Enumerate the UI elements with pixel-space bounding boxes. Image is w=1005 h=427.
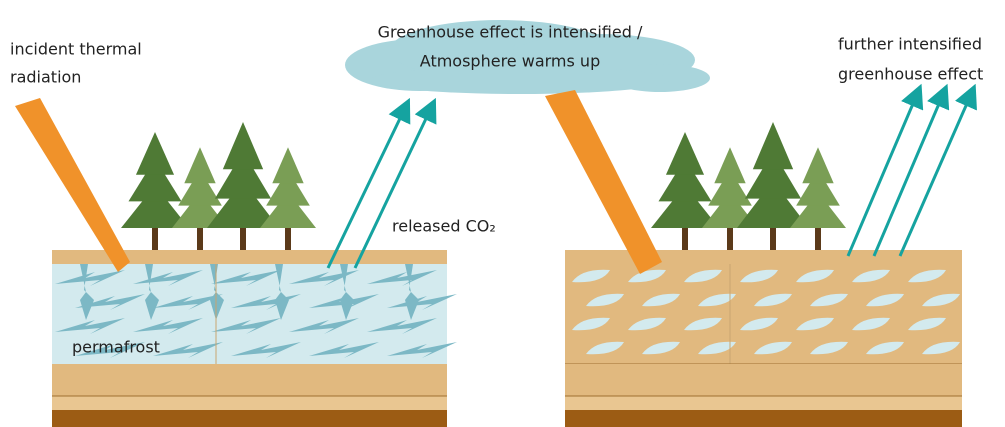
- thaw-lens: [908, 317, 946, 331]
- ice-crack: [387, 294, 457, 310]
- radiation-arrow: [15, 98, 130, 272]
- ice-crack: [211, 318, 281, 334]
- tree-crown: [272, 147, 304, 184]
- thaw-lens: [810, 341, 848, 355]
- thaw-lens: [852, 269, 890, 283]
- ice-crack: [367, 270, 437, 286]
- thaw-lens: [754, 293, 792, 307]
- thaw-lens: [852, 317, 890, 331]
- ice-crack: [80, 264, 94, 320]
- tree-crown: [135, 132, 175, 175]
- tree-crown: [796, 169, 840, 206]
- thaw-lens: [642, 293, 680, 307]
- ice-crack: [145, 264, 159, 320]
- tree-crown: [708, 169, 752, 206]
- ground-left: [52, 250, 457, 427]
- ice-crack: [133, 270, 203, 286]
- thaw-lens: [698, 293, 736, 307]
- ice-crack: [153, 342, 223, 358]
- tree-crown: [744, 151, 802, 199]
- thaw-lens: [754, 341, 792, 355]
- thaw-lens: [922, 293, 960, 307]
- ice-crack: [153, 294, 223, 310]
- tree-trunk: [152, 228, 158, 250]
- ice-crack: [231, 342, 301, 358]
- label: further intensified: [838, 35, 982, 54]
- tree-crown: [714, 147, 746, 184]
- ground-right: [565, 250, 962, 427]
- tree-crown: [207, 180, 279, 228]
- label: Atmosphere warms up: [420, 52, 600, 71]
- co2-arrows: [326, 83, 977, 269]
- tree-trunk: [197, 228, 203, 250]
- thaw-lens: [796, 269, 834, 283]
- ice-crack: [55, 270, 125, 286]
- tree-crown: [737, 180, 809, 228]
- tree-trunk: [682, 228, 688, 250]
- thaw-lens: [586, 293, 624, 307]
- label: Greenhouse effect is intensified /: [378, 23, 643, 42]
- thaw-lens: [684, 269, 722, 283]
- label: greenhouse effect: [838, 65, 983, 84]
- tree-crown: [802, 147, 834, 184]
- ice-crack: [340, 264, 354, 320]
- ice-crack: [405, 264, 419, 320]
- cloud: [345, 20, 710, 94]
- ice-crack: [367, 318, 437, 334]
- radiation-arrow: [545, 90, 662, 274]
- thaw-lens: [572, 269, 610, 283]
- tree-crown: [658, 158, 712, 202]
- thaw-lens: [698, 341, 736, 355]
- ice-crack: [210, 264, 224, 320]
- tree-crown: [128, 158, 182, 202]
- tree-crown: [222, 121, 264, 170]
- tree-crown: [752, 121, 794, 170]
- label: permafrost: [72, 338, 160, 357]
- ice-crack: [75, 294, 145, 310]
- thaw-lens: [586, 341, 624, 355]
- tree-trunk: [770, 228, 776, 250]
- tree-trunk: [240, 228, 246, 250]
- thaw-lens: [810, 293, 848, 307]
- tree-trunk: [815, 228, 821, 250]
- thaw-lens: [740, 269, 778, 283]
- thaw-lens: [642, 341, 680, 355]
- label: incident thermal: [10, 40, 142, 59]
- tree-crown: [790, 192, 846, 228]
- ice-crack: [309, 342, 379, 358]
- thaw-lens: [866, 293, 904, 307]
- tree-crown: [260, 192, 316, 228]
- ice-crack: [289, 270, 359, 286]
- thaw-lens: [740, 317, 778, 331]
- tree-crown: [214, 151, 272, 199]
- tree-crown: [178, 169, 222, 206]
- tree-crown: [651, 185, 719, 228]
- ice-crack: [211, 270, 281, 286]
- tree-crown: [184, 147, 216, 184]
- tree-trunk: [727, 228, 733, 250]
- ice-crack: [275, 264, 289, 320]
- thaw-lens: [684, 317, 722, 331]
- thaw-lens: [628, 317, 666, 331]
- label: released CO₂: [392, 217, 496, 236]
- ice-crack: [55, 318, 125, 334]
- thaw-lens: [922, 341, 960, 355]
- tree-crown: [121, 185, 189, 228]
- thaw-lens: [866, 341, 904, 355]
- thaw-lens: [628, 269, 666, 283]
- thaw-lens: [796, 317, 834, 331]
- thaw-lens: [572, 317, 610, 331]
- tree-trunk: [285, 228, 291, 250]
- ice-crack: [289, 318, 359, 334]
- ice-crack: [387, 342, 457, 358]
- thaw-lens: [908, 269, 946, 283]
- label: radiation: [10, 68, 81, 87]
- tree-crown: [665, 132, 705, 175]
- tree-crown: [266, 169, 310, 206]
- ice-crack: [133, 318, 203, 334]
- ice-crack: [75, 342, 145, 358]
